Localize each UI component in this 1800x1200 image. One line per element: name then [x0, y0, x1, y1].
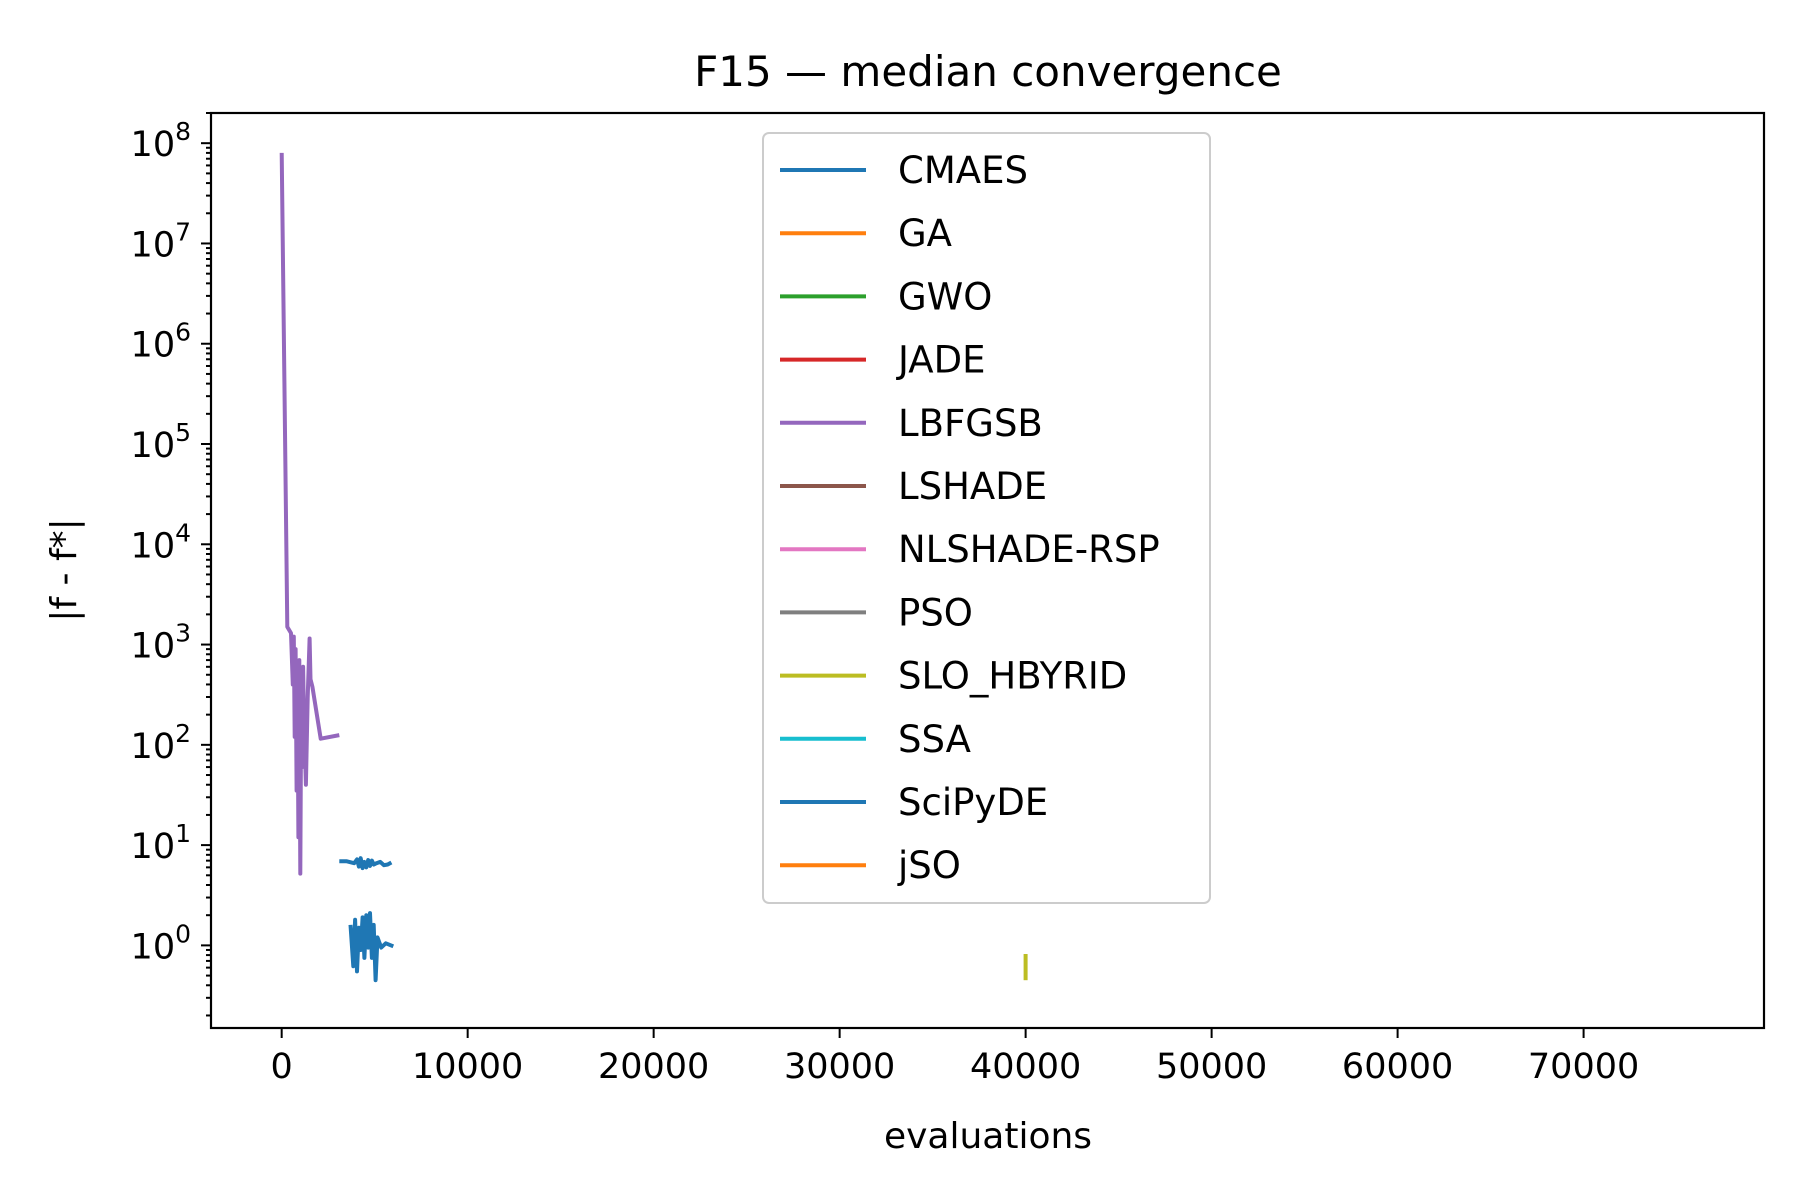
legend-entry-label: jSO — [897, 844, 961, 887]
legend-box — [762, 132, 1211, 904]
y-tick-label: 104 — [131, 518, 191, 566]
legend-entry-label: LSHADE — [898, 465, 1047, 508]
series-line-scipyde — [339, 856, 393, 871]
legend-entry-label: SciPyDE — [898, 781, 1048, 824]
y-tick-label: 100 — [131, 919, 191, 967]
plot-area — [209, 111, 1766, 1030]
x-tick-label: 30000 — [784, 1047, 895, 1087]
x-tick-label: 0 — [271, 1047, 293, 1087]
legend: CMAES GA GWO JADE LBFGSB LSHADE NLSHADE-RSP PSO… — [762, 132, 1211, 904]
x-tick-label: 10000 — [412, 1047, 523, 1087]
y-tick-label: 108 — [131, 117, 191, 165]
x-tick-label: 40000 — [970, 1047, 1081, 1087]
y-tick-label: 106 — [131, 318, 191, 366]
series-lines — [279, 152, 1028, 983]
x-axis-ticks: 0 10000 20000 30000 40000 50000 60000 70000 — [271, 1028, 1639, 1087]
legend-entry-label: SSA — [898, 718, 971, 761]
y-axis-label: |f - f*| — [44, 518, 85, 621]
legend-entry-label: PSO — [898, 591, 973, 634]
legend-items: CMAES GA GWO JADE LBFGSB LSHADE NLSHADE-RSP PSO… — [780, 149, 1160, 887]
legend-entry-label: CMAES — [898, 149, 1028, 192]
y-tick-label: 101 — [131, 819, 191, 867]
y-tick-label: 103 — [131, 619, 191, 667]
y-axis-ticks: 100 101 102 103 104 105 106 107 108 — [131, 112, 211, 1017]
legend-entry-label: SLO_HBYRID — [898, 655, 1127, 698]
legend-entry-label: JADE — [896, 339, 985, 382]
x-tick-label: 20000 — [598, 1047, 709, 1087]
legend-entry-label: NLSHADE-RSP — [898, 528, 1160, 571]
chart-title: F15 — median convergence — [694, 47, 1282, 96]
legend-entry-label: GA — [898, 212, 952, 255]
legend-entry-label: LBFGSB — [898, 402, 1043, 445]
series-line-lbfgsb — [279, 152, 340, 876]
x-axis-label: evaluations — [884, 1116, 1092, 1157]
x-tick-label: 50000 — [1156, 1047, 1267, 1087]
plot-frame — [209, 111, 1766, 1030]
x-tick-label: 70000 — [1528, 1047, 1639, 1087]
legend-entry-label: GWO — [898, 275, 992, 318]
series-line-cmaes — [348, 911, 395, 983]
y-tick-label: 107 — [131, 217, 191, 265]
y-tick-label: 105 — [131, 418, 191, 466]
x-tick-label: 60000 — [1342, 1047, 1453, 1087]
y-tick-label: 102 — [131, 719, 191, 767]
